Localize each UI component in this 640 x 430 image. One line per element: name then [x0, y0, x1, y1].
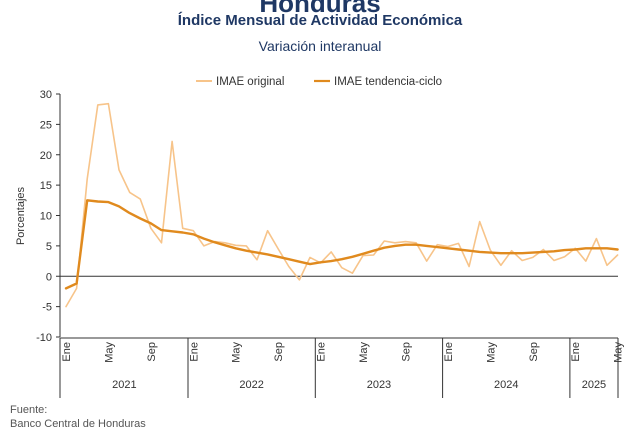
chart-subtitle: Variación interanual [258, 38, 382, 54]
country-title: Honduras [259, 0, 381, 18]
y-tick-label: 30 [40, 89, 52, 101]
y-tick-label: -5 [42, 302, 52, 314]
x-tick-label: May [231, 342, 243, 363]
x-tick-label: Ene [61, 342, 73, 362]
y-tick-label: -10 [36, 332, 52, 344]
x-tick-label: May [485, 342, 497, 363]
x-tick-label: Ene [443, 342, 455, 362]
year-label: 2023 [367, 379, 391, 391]
x-tick-label: Sep [400, 342, 412, 362]
year-label: 2021 [112, 379, 136, 391]
y-tick-label: 25 [40, 119, 52, 131]
x-tick-label: Ene [188, 342, 200, 362]
source-label: Fuente: [10, 404, 48, 416]
y-tick-label: 15 [40, 180, 52, 192]
legend: IMAE original IMAE tendencia-ciclo [196, 76, 442, 88]
y-axis-label: Porcentajes [15, 186, 27, 245]
y-tick-label: 20 [40, 150, 52, 162]
x-tick-label: Sep [273, 342, 285, 362]
year-label: 2025 [582, 379, 606, 391]
source-text: Banco Central de Honduras [10, 418, 146, 430]
x-tick-label: May [103, 342, 115, 363]
y-tick-label: 10 [40, 211, 52, 223]
series-line-original [65, 102, 619, 308]
x-tick-label: Sep [146, 342, 158, 362]
x-tick-label: May [358, 342, 370, 363]
x-tick-label: May [613, 342, 625, 363]
legend-label-original: IMAE original [216, 76, 284, 88]
y-tick-label: 0 [46, 271, 52, 283]
series-line-trend [64, 199, 619, 290]
legend-label-trend: IMAE tendencia-ciclo [334, 76, 442, 88]
year-label: 2024 [494, 379, 518, 391]
x-tick-label: Ene [570, 342, 582, 362]
series-layer [64, 102, 619, 308]
x-tick-label: Ene [316, 342, 328, 362]
x-tick-label: Sep [528, 342, 540, 362]
chart-title: Índice Mensual de Actividad Económica [177, 12, 463, 29]
y-tick-label: 5 [46, 241, 52, 253]
year-label: 2022 [239, 379, 263, 391]
